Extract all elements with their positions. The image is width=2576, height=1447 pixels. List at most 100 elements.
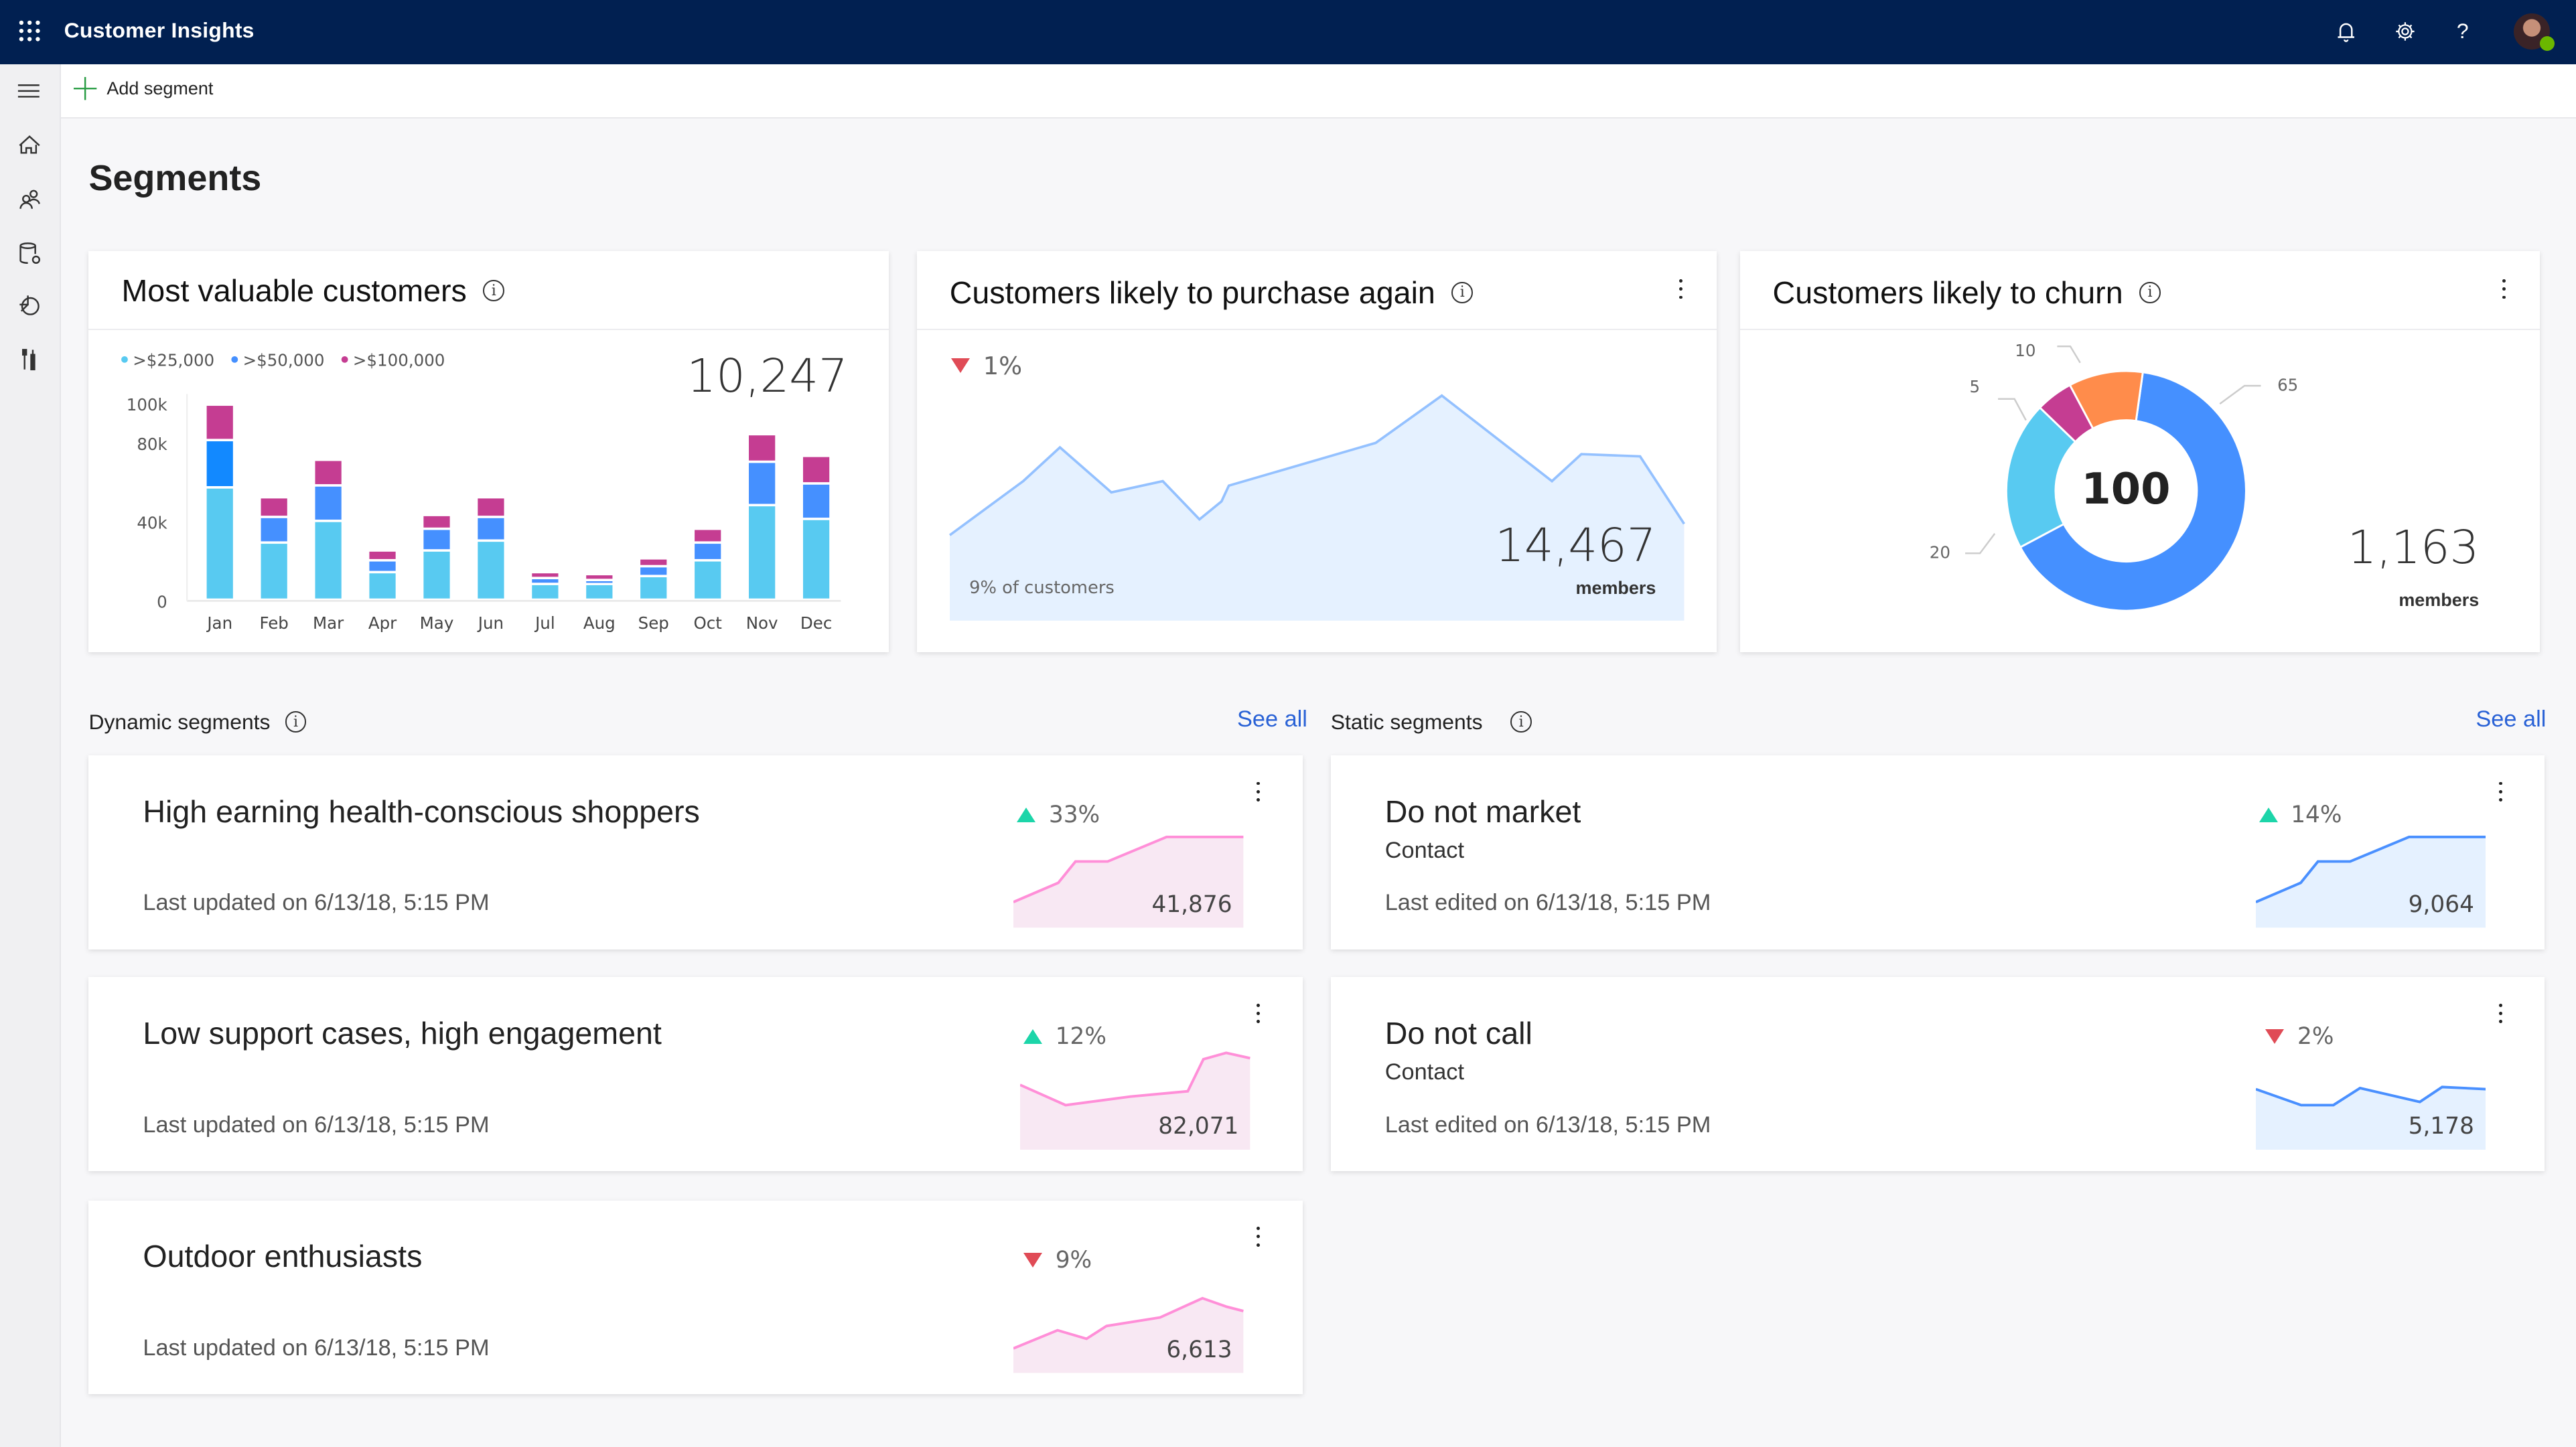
bar-segment xyxy=(586,581,613,583)
more-options-button[interactable] xyxy=(2494,1000,2507,1026)
donut-slice xyxy=(2068,370,2144,431)
x-tick-label: Jun xyxy=(477,613,504,633)
bar-segment xyxy=(640,559,667,565)
waffle-icon[interactable] xyxy=(15,17,44,46)
total-count: 10,247 xyxy=(687,350,848,404)
sparkline-line xyxy=(1013,837,1243,902)
app-title: Customer Insights xyxy=(64,17,255,42)
segment-title[interactable]: Do not call xyxy=(1384,1015,1532,1051)
x-tick-label: Aug xyxy=(583,613,616,633)
bell-icon[interactable] xyxy=(2332,17,2361,46)
sparkline-area xyxy=(2255,1086,2486,1150)
more-options-button[interactable] xyxy=(1252,1000,1265,1026)
sparkline-svg xyxy=(2255,821,2486,928)
segment-type: Contact xyxy=(1384,1059,1465,1085)
total-count: 1,163 xyxy=(2347,520,2480,575)
tools-icon[interactable] xyxy=(15,345,44,374)
sparkline-area xyxy=(1020,1052,1250,1150)
stacked-bar-chart: >$25,000 >$50,000 >$100,000 0 40k 80k 100k Jan F… xyxy=(121,351,841,633)
bar-segment xyxy=(478,498,504,516)
segment-count: 41,876 xyxy=(1151,891,1232,919)
caption: 9% of customers xyxy=(969,578,1115,599)
sparkline-line xyxy=(2256,837,2486,902)
bar-segment xyxy=(586,575,613,579)
x-tick-label: Oct xyxy=(694,613,723,633)
info-icon[interactable]: i xyxy=(483,280,505,302)
pie-chart-icon[interactable] xyxy=(15,291,44,320)
info-icon[interactable]: i xyxy=(1451,281,1474,303)
bar-segment xyxy=(423,516,451,528)
command-bar: Add segment xyxy=(60,64,2576,119)
more-options-button[interactable] xyxy=(1674,276,1687,302)
churn-card: Customers likely to churn i 65 20 5 10 100 1… xyxy=(1739,251,2540,652)
help-icon[interactable]: ? xyxy=(2456,19,2469,44)
trend-value: 9% xyxy=(1055,1246,1092,1274)
trend-indicator: 12% xyxy=(1023,1023,1106,1050)
more-options-button[interactable] xyxy=(2494,779,2507,805)
sparkline-line xyxy=(2256,1087,2486,1105)
bar-segment xyxy=(478,542,504,599)
bar-segment xyxy=(315,522,342,599)
bar-segment xyxy=(695,544,721,560)
segment-card[interactable]: Outdoor enthusiasts Last updated on 6/13… xyxy=(88,1200,1303,1395)
bar-segment xyxy=(315,461,342,485)
trend-up-icon xyxy=(1023,1029,1043,1045)
card-header: Customers likely to churn i xyxy=(1739,251,2540,330)
info-icon[interactable]: i xyxy=(2139,281,2161,303)
info-icon[interactable]: i xyxy=(1510,711,1532,733)
bar-segment xyxy=(532,573,559,577)
trend-down-icon xyxy=(2265,1029,2285,1045)
segment-count: 82,071 xyxy=(1158,1113,1239,1140)
trend-value: 1% xyxy=(983,351,1023,380)
hamburger-icon[interactable] xyxy=(15,77,44,106)
section-label: Static segments xyxy=(1330,709,1483,734)
info-icon[interactable]: i xyxy=(285,711,307,733)
total-count: 14,467 xyxy=(1495,519,1656,573)
bar-segment xyxy=(640,577,667,599)
segment-title[interactable]: Outdoor enthusiasts xyxy=(143,1239,423,1274)
purchase-again-card: Customers likely to purchase again i 1% 9… xyxy=(916,251,1717,652)
people-icon[interactable] xyxy=(15,184,44,214)
more-options-button[interactable] xyxy=(1252,779,1265,805)
presence-status-dot xyxy=(2540,35,2555,51)
sparkline-area xyxy=(1013,837,1244,928)
segment-title[interactable]: High earning health-conscious shoppers xyxy=(143,793,700,829)
static-see-all-link[interactable]: See all xyxy=(2476,706,2547,732)
gear-icon[interactable] xyxy=(2390,17,2420,46)
home-icon[interactable] xyxy=(15,130,44,159)
more-options-button[interactable] xyxy=(2497,276,2510,302)
segment-card[interactable]: Do not call Contact Last edited on 6/13/… xyxy=(1330,977,2545,1171)
segment-count: 6,613 xyxy=(1166,1336,1232,1363)
segment-card[interactable]: Low support cases, high engagement Last … xyxy=(88,977,1303,1171)
avatar[interactable] xyxy=(2513,13,2555,51)
trend-up-icon xyxy=(2259,808,2278,822)
dynamic-see-all-link[interactable]: See all xyxy=(1236,706,1307,732)
segment-title[interactable]: Do not market xyxy=(1384,793,1581,829)
database-gear-icon[interactable] xyxy=(15,238,44,268)
bar-segment xyxy=(803,485,830,518)
sparkline-svg xyxy=(2255,1043,2486,1150)
segment-card[interactable]: High earning health-conscious shoppers L… xyxy=(88,755,1303,949)
x-tick-label: Nov xyxy=(746,613,778,633)
sparkline: 9,064 xyxy=(2255,821,2486,928)
donut-slice xyxy=(2018,371,2247,612)
more-options-button[interactable] xyxy=(1252,1223,1265,1249)
segment-type: Contact xyxy=(1384,837,1465,863)
trend-value: 12% xyxy=(1055,1023,1106,1051)
segment-title[interactable]: Low support cases, high engagement xyxy=(143,1015,662,1051)
segment-card[interactable]: Do not market Contact Last edited on 6/1… xyxy=(1330,755,2545,949)
bar-segment xyxy=(749,435,776,461)
slice-label: 10 xyxy=(2015,341,2035,360)
bar-segment xyxy=(207,441,234,487)
bar-segment xyxy=(369,552,397,560)
trend-down-icon xyxy=(1023,1252,1043,1268)
segment-updated: Last updated on 6/13/18, 5:15 PM xyxy=(143,890,490,916)
bar-segment xyxy=(478,518,504,540)
trend-value: 2% xyxy=(2297,1023,2334,1051)
x-tick-label: Jan xyxy=(206,613,233,633)
sparkline-line xyxy=(1013,1298,1243,1349)
trend-indicator: 2% xyxy=(2265,1023,2334,1050)
card-title: Customers likely to purchase again xyxy=(949,275,1435,310)
add-segment-button[interactable]: Add segment xyxy=(74,77,213,100)
card-title: Most valuable customers xyxy=(121,273,467,309)
